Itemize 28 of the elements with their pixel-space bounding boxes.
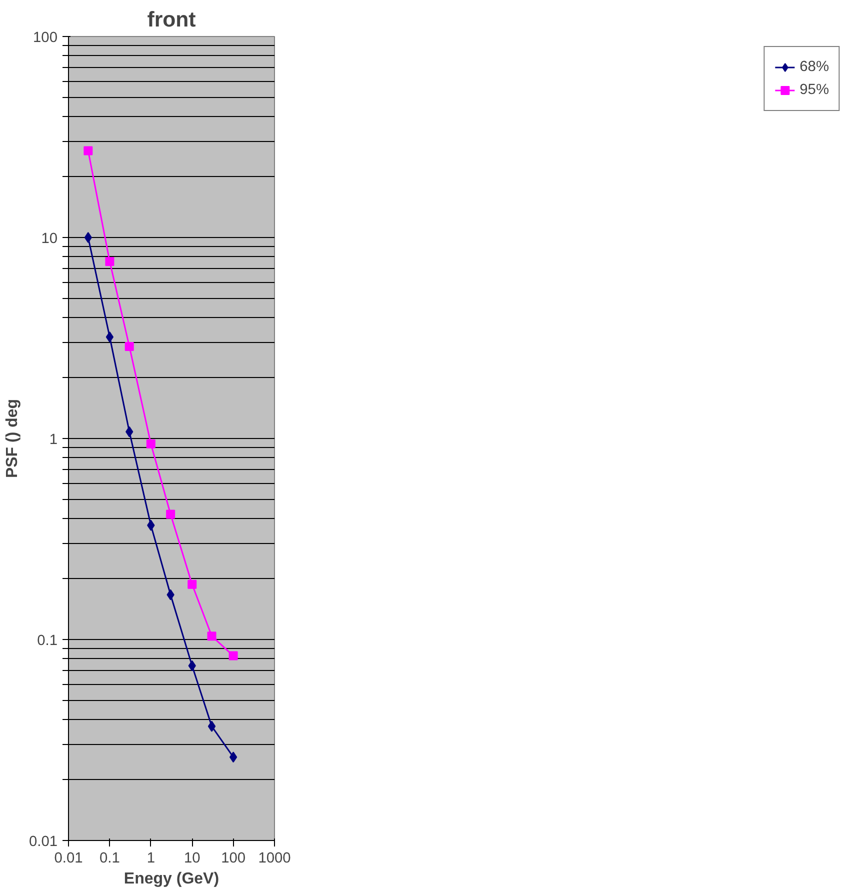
x-tick-label: 100 [221,850,246,866]
point [188,580,197,589]
x-tick-label: 10 [184,850,200,866]
y-axis-title: PSF () deg [4,398,21,478]
legend-label: 68% [800,59,829,75]
point [146,439,156,448]
point [207,632,216,641]
y-tick-label: 0.1 [37,633,58,649]
point [228,651,238,660]
point [229,752,238,763]
point [105,256,114,266]
point [84,146,93,156]
point [106,331,114,342]
x-axis-title: Enegy (GeV) [124,870,220,888]
point [124,342,134,351]
x-tick-label: 0.1 [100,850,120,866]
legend-label: 95% [800,82,829,98]
y-tick-label: 0.01 [28,834,58,850]
x-tick-label: 1 [146,850,155,866]
y-tick-label: 10 [41,231,58,247]
x-tick-label: 1000 [258,850,291,866]
y-tick-label: 1 [49,432,58,448]
x-tick-label: 0.01 [54,850,83,866]
y-tick-label: 100 [33,30,58,46]
chart-title: front [147,8,196,32]
point [208,720,216,732]
point [84,232,92,243]
point [166,510,176,519]
